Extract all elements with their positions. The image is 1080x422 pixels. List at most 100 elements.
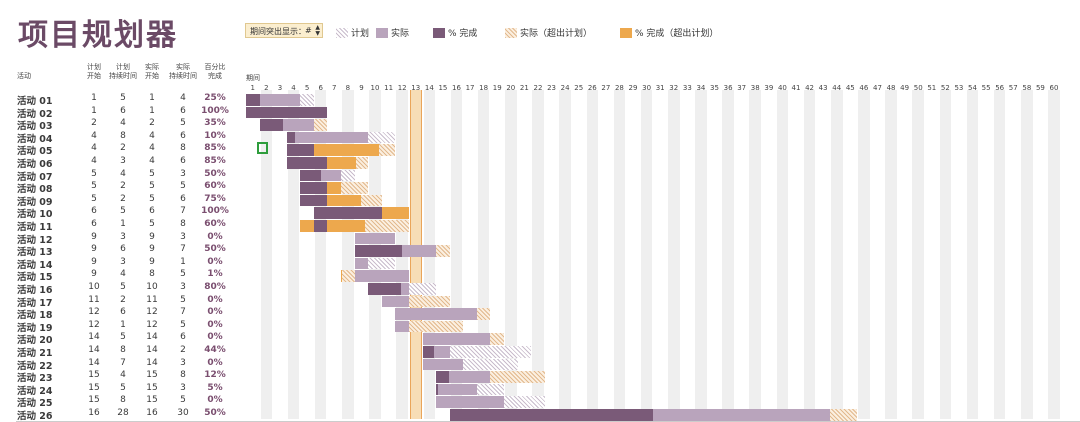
period-column-stripe <box>858 90 870 419</box>
plan-duration-cell: 8 <box>120 130 126 141</box>
period-column-stripe <box>314 90 327 419</box>
period-column-stripe <box>749 90 762 419</box>
plan-start-cell: 4 <box>91 130 97 141</box>
period-number: 29 <box>628 84 638 92</box>
plan-duration-cell: 1 <box>120 319 126 330</box>
period-column-stripe <box>966 90 979 419</box>
actual-start-cell: 6 <box>149 206 155 217</box>
plan-duration-cell: 6 <box>120 105 126 116</box>
plan-duration-cell: 3 <box>120 231 126 242</box>
header-actual-start-line1: 实际 <box>145 63 159 71</box>
actual-bar <box>354 257 369 270</box>
plan-duration-cell: 3 <box>120 156 126 166</box>
activity-name: 活动 25 <box>17 398 53 410</box>
header-percent-line1: 百分比 <box>204 63 226 71</box>
actual-start-cell: 5 <box>149 219 155 229</box>
actual-duration-cell: 7 <box>180 244 186 255</box>
percent-complete-cell: 75% <box>204 193 226 204</box>
actual-start-cell: 2 <box>149 118 155 129</box>
plan-start-cell: 1 <box>91 93 97 103</box>
period-number: 11 <box>384 84 394 92</box>
plan-duration-cell: 2 <box>120 181 126 192</box>
plan-start-cell: 2 <box>91 118 97 129</box>
activity-name: 活动 07 <box>17 171 53 183</box>
complete-beyond-plan-bar <box>381 207 409 219</box>
period-number: 37 <box>737 84 747 92</box>
actual-start-cell: 14 <box>146 357 158 368</box>
header-activity: 活动 <box>17 72 31 80</box>
period-number: 23 <box>547 84 556 92</box>
actual-beyond-plan-bar <box>313 119 328 131</box>
complete-bar <box>300 182 328 194</box>
period-number: 32 <box>669 84 679 92</box>
period-column-stripe <box>505 90 517 419</box>
period-number: 49 <box>900 84 910 92</box>
period-column-stripe <box>477 90 490 419</box>
period-column-stripe <box>830 90 843 419</box>
percent-complete-cell: 60% <box>204 181 226 192</box>
period-highlight-value[interactable]: # <box>305 26 312 35</box>
period-highlight-selector[interactable]: 期间突出显示： # ▲ ▼ <box>245 23 323 38</box>
period-number: 4 <box>291 84 296 92</box>
activity-name: 活动 08 <box>17 184 53 196</box>
period-number: 58 <box>1022 84 1032 92</box>
actual-duration-cell: 3 <box>180 382 186 393</box>
plan-duration-cell: 2 <box>120 294 126 305</box>
period-column-stripe <box>342 90 354 419</box>
period-number: 19 <box>492 84 502 92</box>
legend-swatch-actual <box>376 27 388 38</box>
plan-start-cell: 15 <box>88 395 100 406</box>
header-plan-start: 计划 开始 <box>84 63 104 81</box>
actual-bar <box>354 232 396 245</box>
plan-duration-cell: 5 <box>120 206 126 217</box>
actual-bar <box>300 169 342 182</box>
percent-complete-cell: 44% <box>204 345 226 355</box>
legend-label-overdone: % 完成（超出计划） <box>635 29 719 39</box>
percent-complete-cell: 0% <box>207 294 223 305</box>
actual-beyond-plan-bar <box>327 182 369 194</box>
percent-complete-cell: 50% <box>204 168 226 179</box>
plan-duration-cell: 2 <box>120 143 126 154</box>
actual-bar <box>395 320 409 333</box>
period-number: 26 <box>587 84 597 92</box>
actual-duration-cell: 3 <box>180 168 186 179</box>
plan-duration-cell: 5 <box>120 382 126 393</box>
spinner-arrows-icon[interactable]: ▲ ▼ <box>315 24 320 37</box>
selected-cell[interactable] <box>257 142 268 154</box>
plan-duration-cell: 3 <box>120 256 126 267</box>
actual-duration-cell: 6 <box>180 332 186 343</box>
period-number: 60 <box>1049 84 1059 92</box>
period-number: 47 <box>873 84 882 92</box>
actual-start-cell: 5 <box>149 168 155 179</box>
period-column-stripe <box>939 90 952 419</box>
actual-bar <box>436 396 504 408</box>
activity-name: 活动 10 <box>17 209 53 221</box>
activity-name: 活动 22 <box>17 360 53 372</box>
actual-start-cell: 4 <box>149 156 155 166</box>
actual-duration-cell: 6 <box>180 193 186 204</box>
actual-start-cell: 9 <box>149 256 155 267</box>
actual-duration-cell: 8 <box>180 143 186 154</box>
period-number: 59 <box>1035 84 1045 92</box>
legend-item-done: % 完成 <box>433 26 477 39</box>
plan-duration-cell: 8 <box>120 345 126 355</box>
plan-duration-cell: 4 <box>120 370 126 381</box>
actual-beyond-plan-bar <box>829 409 858 421</box>
plan-start-cell: 15 <box>88 370 100 381</box>
activity-name: 活动 21 <box>17 348 53 359</box>
period-number: 43 <box>818 84 828 92</box>
percent-complete-cell: 25% <box>204 93 226 103</box>
period-number: 52 <box>940 84 950 92</box>
percent-complete-cell: 100% <box>201 105 229 116</box>
actual-bar <box>422 333 491 345</box>
actual-duration-cell: 2 <box>180 345 186 355</box>
header-actual-duration-line2: 持续时间 <box>169 72 197 80</box>
header-plan-duration-line2: 持续时间 <box>109 72 137 80</box>
plan-start-cell: 14 <box>88 357 100 368</box>
plan-duration-cell: 4 <box>120 168 126 179</box>
actual-duration-cell: 7 <box>180 206 186 217</box>
period-number: 54 <box>968 84 977 92</box>
plan-start-cell: 4 <box>91 143 97 154</box>
complete-bar <box>422 346 435 358</box>
plan-start-cell: 4 <box>91 156 97 166</box>
